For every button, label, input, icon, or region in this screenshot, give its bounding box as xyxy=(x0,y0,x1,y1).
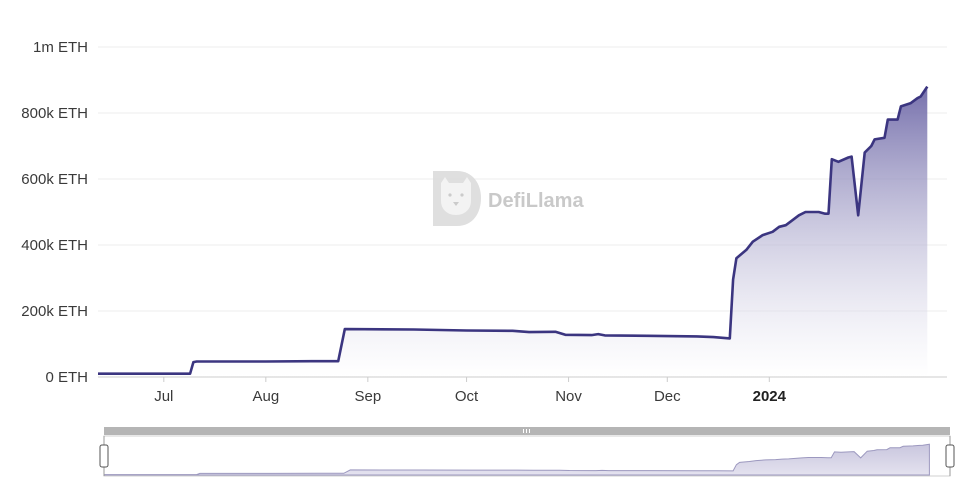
x-tick-label: Dec xyxy=(654,388,681,405)
y-tick-label: 400k ETH xyxy=(21,237,88,254)
series-area xyxy=(98,86,928,377)
zoom-bar-grip-icon xyxy=(523,429,530,433)
x-tick-label: Oct xyxy=(455,388,479,405)
x-tick-label: Sep xyxy=(354,388,381,405)
series-line xyxy=(98,85,929,375)
llama-logo-icon xyxy=(433,171,481,226)
x-tick-label: Nov xyxy=(555,388,582,405)
y-tick-label: 200k ETH xyxy=(21,303,88,320)
x-tick-label: Jul xyxy=(154,388,173,405)
y-axis: 0 ETH 200k ETH 400k ETH 600k ETH 800k ETH 1m … xyxy=(21,39,88,386)
data-zoom-navigator[interactable] xyxy=(99,427,955,477)
zoom-handle-left[interactable] xyxy=(99,444,109,468)
x-axis: Jul Aug Sep Oct Nov Dec 2024 xyxy=(154,377,787,405)
y-tick-label: 1m ETH xyxy=(33,39,88,56)
x-tick-label: Aug xyxy=(252,388,279,405)
zoom-preview-area xyxy=(104,443,930,476)
zoom-handle-right[interactable] xyxy=(945,444,955,468)
y-tick-label: 800k ETH xyxy=(21,105,88,122)
x-tick-label: 2024 xyxy=(753,388,787,405)
y-tick-label: 600k ETH xyxy=(21,171,88,188)
watermark-text: DefiLlama xyxy=(488,190,584,212)
y-tick-label: 0 ETH xyxy=(45,369,88,386)
watermark: DefiLlama xyxy=(433,171,584,226)
